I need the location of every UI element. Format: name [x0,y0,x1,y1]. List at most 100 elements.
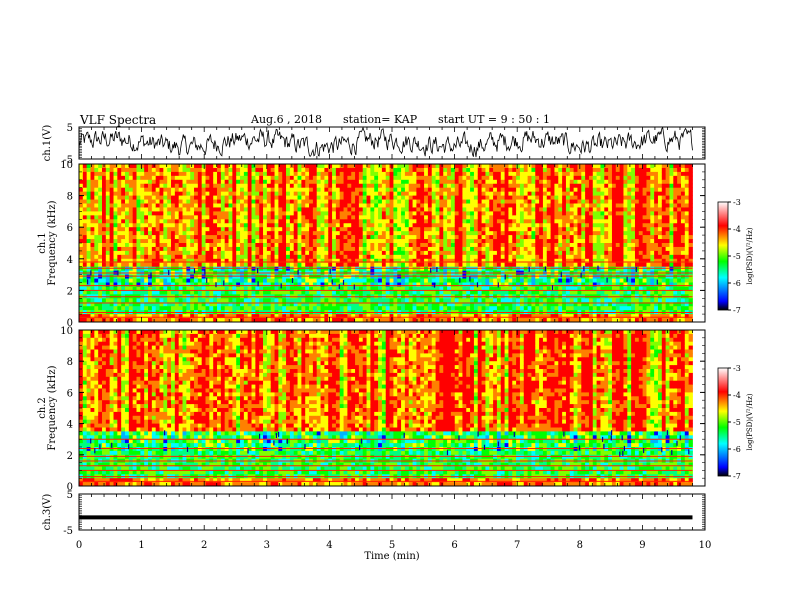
heat-cell [535,258,540,264]
heat-cell [309,199,314,204]
heat-cell [286,179,291,185]
heat-cell [240,167,245,173]
heat-cell [121,239,126,244]
heat-cell [220,298,226,303]
heat-cell [412,183,417,189]
heat-cell [105,262,111,268]
heat-cell [247,219,252,224]
heat-cell [167,286,172,291]
heat-cell [485,254,490,260]
heat-cell [186,219,191,224]
heat-cell [125,215,130,220]
heat-cell [228,179,233,185]
heat-cell [454,262,459,268]
heat-cell [462,219,467,224]
heat-cell [427,318,433,323]
heat-cell [86,167,91,173]
heat-cell [477,258,482,264]
heat-cell [186,254,191,260]
heat-cell [351,199,356,204]
heat-cell [240,199,245,204]
heat-cell [431,183,436,189]
heat-cell [512,219,517,224]
heat-cell [163,262,168,268]
heat-cell [439,298,444,303]
heat-cell [435,183,440,189]
heat-cell [535,286,540,291]
heat-cell [335,254,341,260]
heat-cell [86,199,91,204]
heat-cell [182,302,187,307]
heat-cell [301,298,306,303]
heat-cell [481,167,486,173]
heat-cell [282,282,287,287]
heat-cell [182,171,187,177]
heat-cell [473,195,479,200]
heat-cell [205,227,210,232]
heat-cell [259,215,264,220]
heat-cell [431,187,436,193]
heat-cell [550,164,555,169]
heat-cell [370,250,375,256]
heat-cell [297,211,302,216]
heat-cell [473,203,479,208]
heat-cell [508,219,513,224]
heat-cell [393,231,398,236]
heat-cell [148,215,153,220]
heat-cell [220,227,226,232]
heat-cell [151,175,157,181]
heat-cell [535,199,540,204]
heat-cell [539,250,544,256]
heat-cell [247,239,252,244]
heat-cell [228,227,233,232]
heat-cell [278,223,283,228]
heat-cell [370,246,375,252]
heat-cell [125,262,130,268]
heat-cell [171,243,176,248]
heat-cell [500,191,505,196]
heat-cell [171,215,176,220]
heat-cell [462,227,467,232]
heat-cell [105,227,111,232]
heat-cell [270,191,275,196]
heat-cell [247,298,252,303]
heat-cell [105,302,111,307]
heat-cell [301,167,306,173]
heat-cell [109,179,114,185]
heat-cell [320,314,325,319]
heat-cell [427,278,433,283]
heat-cell [485,231,490,236]
heat-cell [496,318,502,323]
heat-cell [454,231,459,236]
heat-cell [435,250,440,256]
heat-cell [201,262,206,268]
heat-cell [339,191,344,196]
heat-cell [504,258,509,264]
heat-cell [255,175,260,181]
heat-cell [466,246,471,252]
heat-cell [309,298,314,303]
heat-cell [366,258,371,264]
heat-cell [263,306,268,311]
heat-cell [217,179,222,185]
heat-cell [182,235,187,240]
heat-cell [420,250,425,256]
heat-cell [358,219,364,224]
heat-cell [431,282,436,287]
heat-cell [113,278,118,283]
heat-cell [167,191,172,196]
heat-cell [489,239,494,244]
heat-cell [493,306,498,311]
heat-cell [128,250,134,256]
heat-cell [489,215,494,220]
heat-cell [539,199,544,204]
heat-cell [82,231,88,236]
heat-cell [366,195,371,200]
heat-cell [243,223,249,228]
heat-cell [328,167,333,173]
heat-cell [301,290,306,295]
heat-cell [439,318,444,323]
heat-cell [178,258,183,264]
heat-cell [404,266,410,272]
heat-cell [259,286,264,291]
